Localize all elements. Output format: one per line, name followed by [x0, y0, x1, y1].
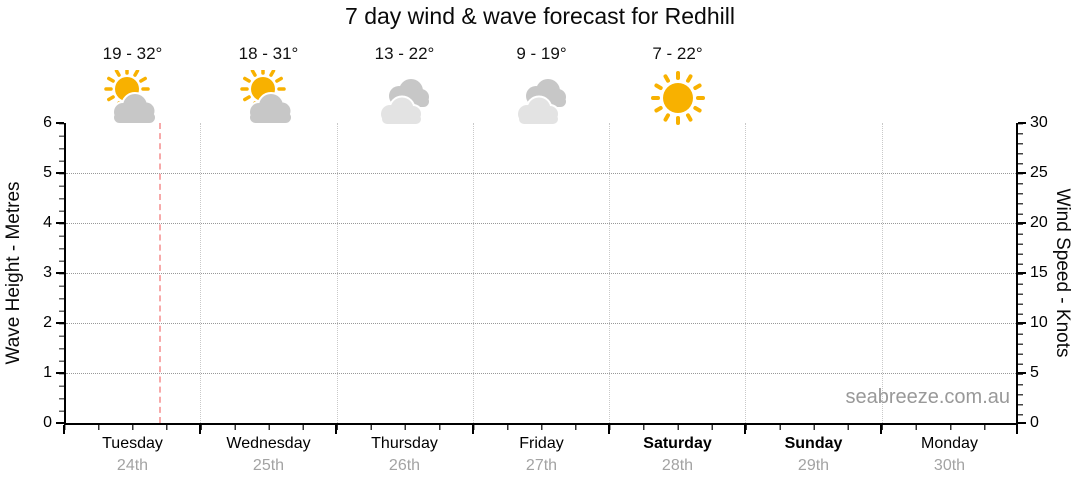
weather-icon-slot [200, 66, 337, 126]
y-right-tick [1018, 122, 1026, 124]
day-name: Thursday [371, 435, 438, 452]
y-left-tick [56, 422, 64, 424]
chart-title: 7 day wind & wave forecast for Redhill [345, 3, 735, 29]
cloudy-icon [515, 79, 566, 126]
y-right-tick [1018, 322, 1026, 324]
x-major-tick [199, 425, 201, 434]
sunny-icon [650, 71, 705, 125]
y-left-tick [56, 272, 64, 274]
cloudy-icon [378, 79, 429, 126]
x-major-tick [744, 425, 746, 434]
day-date: 28th [661, 457, 694, 474]
y-right-tick-label: 20 [1030, 214, 1048, 231]
y-left-tick-label: 5 [43, 164, 52, 181]
y-left-tick-label: 3 [43, 264, 52, 281]
y-right-tick-label: 30 [1030, 114, 1048, 131]
x-major-tick [608, 425, 610, 434]
day-divider [882, 123, 883, 423]
x-major-tick [1016, 425, 1018, 434]
plot-area [64, 123, 1018, 425]
temp-range: 7 - 22° [652, 44, 703, 63]
day-name: Friday [519, 435, 564, 452]
day-divider [473, 123, 474, 423]
x-minor-ticks [64, 425, 1018, 430]
weather-icon-slot [336, 70, 473, 126]
y-left-tick-label: 0 [43, 414, 52, 431]
day-name: Sunday [784, 435, 843, 452]
cloud-shape [113, 94, 155, 123]
cloud-front [517, 97, 558, 124]
day-column-wednesday: 18 - 31° Wednesday [200, 0, 337, 490]
y-right-tick-label: 5 [1030, 364, 1039, 381]
day-date: 30th [933, 457, 966, 474]
day-date: 29th [797, 457, 830, 474]
day-date: 26th [388, 457, 421, 474]
gridline-4m [66, 223, 1016, 224]
y-left-tick-label: 1 [43, 364, 52, 381]
weather-icon-slot [64, 66, 201, 126]
day-column-monday: Monday 30th [881, 0, 1018, 490]
day-divider [609, 123, 610, 423]
y-left-tick [56, 372, 64, 374]
y-left-tick-label: 6 [43, 114, 52, 131]
watermark: seabreeze.com.au [845, 386, 1010, 408]
temp-range: 13 - 22° [374, 44, 435, 63]
gridline-3m [66, 273, 1016, 274]
temp-range: 9 - 19° [516, 44, 567, 63]
day-name: Wednesday [226, 435, 311, 452]
y-right-tick [1018, 372, 1026, 374]
day-column-sunday: Sunday 29th [745, 0, 882, 490]
partly-cloudy-icon [103, 66, 157, 125]
day-date: 25th [252, 457, 285, 474]
day-column-saturday: 7 - 22° Saturday 28th [609, 0, 746, 490]
cloud-front [380, 97, 421, 124]
y-right-tick-label: 0 [1030, 414, 1039, 431]
y-left-tick [56, 172, 64, 174]
x-major-tick [472, 425, 474, 434]
cloud-shape [249, 94, 291, 123]
day-column-friday: 9 - 19° Friday 27th [473, 0, 610, 490]
day-date: 27th [525, 457, 558, 474]
y-right-tick-label: 15 [1030, 264, 1048, 281]
temp-range: 18 - 31° [238, 44, 299, 63]
x-major-tick [63, 425, 65, 434]
y-left-tick-label: 2 [43, 314, 52, 331]
day-date: 24th [116, 457, 149, 474]
gridline-5m [66, 173, 1016, 174]
y-right-tick [1018, 172, 1026, 174]
y-right-tick [1018, 222, 1026, 224]
y-right-tick-label: 10 [1030, 314, 1048, 331]
y-left-tick [56, 122, 64, 124]
weather-icon-slot [609, 70, 746, 126]
weather-icon-slot [473, 70, 610, 126]
sun-rays [650, 71, 705, 125]
day-column-tuesday: 19 - 32° Tuesday [64, 0, 201, 490]
x-major-tick [335, 425, 337, 434]
day-name: Saturday [643, 435, 712, 452]
sun-disc [662, 83, 693, 113]
y-right-tick-label: 25 [1030, 164, 1048, 181]
day-divider [337, 123, 338, 423]
current-time-marker [159, 123, 161, 423]
day-column-thursday: 13 - 22° Thursday 26th [336, 0, 473, 490]
partly-cloudy-icon [239, 66, 293, 125]
gridline-2m [66, 323, 1016, 324]
day-divider [745, 123, 746, 423]
y-right-axis-title: Wind Speed - Knots [1052, 188, 1073, 358]
gridline-1m [66, 373, 1016, 374]
x-major-tick [880, 425, 882, 434]
y-left-axis-title: Wave Height - Metres [3, 181, 24, 365]
y-left-tick [56, 322, 64, 324]
y-left-tick [56, 222, 64, 224]
temp-range: 19 - 32° [102, 44, 163, 63]
day-name: Monday [921, 435, 978, 452]
day-name: Tuesday [102, 435, 163, 452]
y-right-tick [1018, 422, 1026, 424]
day-divider [200, 123, 201, 423]
y-right-tick [1018, 272, 1026, 274]
y-left-tick-label: 4 [43, 214, 52, 231]
